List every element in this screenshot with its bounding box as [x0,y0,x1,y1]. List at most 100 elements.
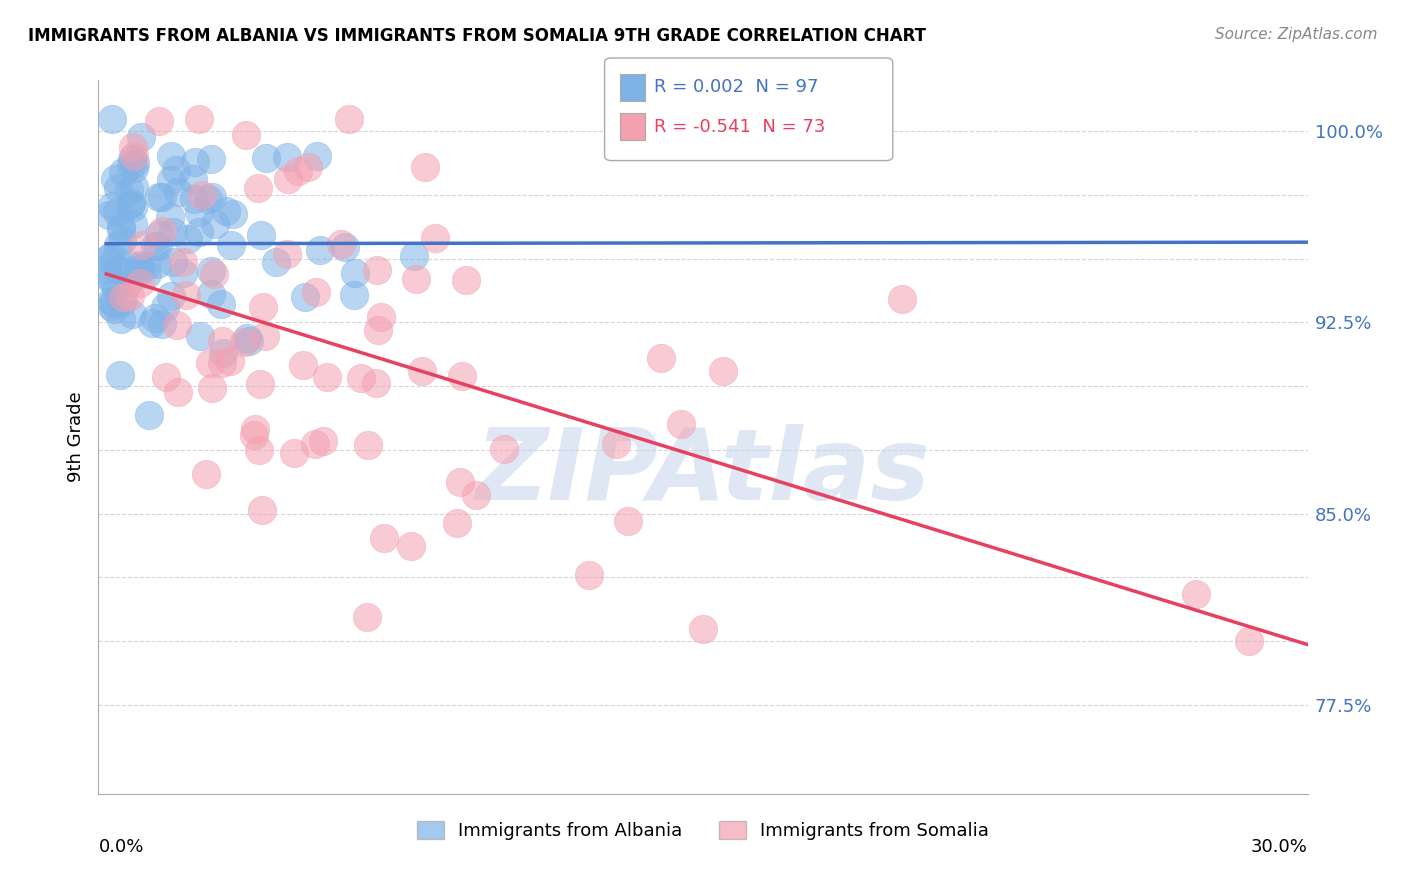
Point [304,437,326,451]
Point [110,312,132,326]
Point [401,540,423,554]
Point [198,356,221,370]
Point [122,180,145,194]
Point [283,446,305,460]
Point [423,231,446,245]
Point [122,140,145,154]
Point [287,164,309,178]
Point [219,354,242,368]
Point [316,370,339,384]
Point [308,243,330,257]
Point [202,267,225,281]
Point [120,158,142,172]
Point [188,225,211,239]
Point [121,217,143,231]
Point [211,334,233,348]
Point [357,438,380,452]
Point [243,422,266,436]
Point [238,334,260,349]
Point [364,376,387,390]
Point [143,238,166,252]
Point [405,272,427,286]
Point [222,207,245,221]
Point [118,183,141,197]
Point [221,238,243,252]
Point [343,288,366,302]
Point [97,209,120,223]
Point [124,156,146,170]
Point [254,329,277,343]
Point [111,264,134,278]
Point [120,289,142,303]
Point [449,475,471,490]
Point [692,623,714,637]
Point [183,192,205,206]
Text: R = -0.541  N = 73: R = -0.541 N = 73 [654,118,825,136]
Point [191,188,214,202]
Point [100,299,122,313]
Point [98,250,121,264]
Point [120,196,142,211]
Point [411,364,433,378]
Y-axis label: 9th Grade: 9th Grade [66,392,84,483]
Point [104,172,127,186]
Point [159,210,181,224]
Point [160,172,183,186]
Point [127,262,149,277]
Point [160,289,183,303]
Point [160,149,183,163]
Point [141,317,163,331]
Point [129,130,152,145]
Point [343,266,366,280]
Point [148,239,170,253]
Point [617,514,640,528]
Point [276,246,298,260]
Point [307,149,329,163]
Point [247,442,270,457]
Point [111,234,134,248]
Point [162,225,184,239]
Point [138,408,160,422]
Point [118,197,141,211]
Text: Source: ZipAtlas.com: Source: ZipAtlas.com [1215,27,1378,42]
Point [402,249,425,263]
Point [890,292,912,306]
Point [236,331,259,345]
Point [200,286,222,301]
Point [713,364,735,378]
Point [188,329,211,343]
Point [121,200,143,214]
Point [492,442,515,456]
Point [155,370,177,384]
Point [246,181,269,195]
Point [101,199,124,213]
Point [166,318,188,332]
Point [174,287,197,301]
Point [129,277,152,291]
Text: IMMIGRANTS FROM ALBANIA VS IMMIGRANTS FROM SOMALIA 9TH GRADE CORRELATION CHART: IMMIGRANTS FROM ALBANIA VS IMMIGRANTS FR… [28,27,927,45]
Legend: Immigrants from Albania, Immigrants from Somalia: Immigrants from Albania, Immigrants from… [408,812,998,849]
Point [107,181,129,195]
Point [131,238,153,252]
Point [209,297,232,311]
Point [177,232,200,246]
Point [136,267,159,281]
Point [127,260,149,274]
Point [128,258,150,272]
Point [110,222,132,236]
Point [243,428,266,442]
Point [143,310,166,325]
Point [197,192,219,206]
Point [195,467,218,481]
Point [650,351,672,365]
Point [276,150,298,164]
Point [413,160,436,174]
Point [250,227,273,242]
Point [297,160,319,174]
Point [146,257,169,271]
Point [450,368,472,383]
Point [153,300,176,314]
Point [339,112,361,126]
Point [104,281,127,295]
Point [105,204,128,219]
